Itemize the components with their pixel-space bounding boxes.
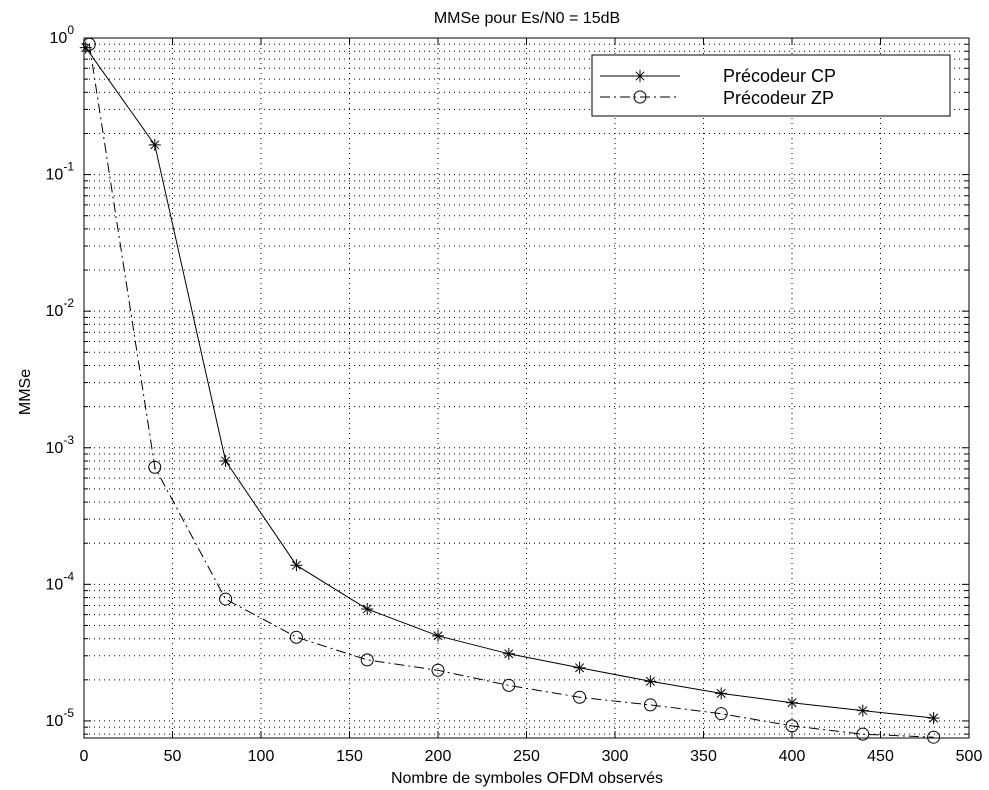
chart-title: MMSe pour Es/N0 = 15dB: [434, 10, 620, 27]
data-point-circle: [573, 690, 587, 704]
data-point-star-stroke: [291, 560, 301, 570]
y-axis-label: MMSe: [17, 369, 34, 415]
data-point-star-stroke: [858, 706, 868, 716]
legend-star-icon-stroke: [635, 71, 645, 81]
data-point-star-stroke: [221, 456, 231, 466]
data-point-star-stroke: [787, 698, 797, 708]
legend-circle-icon: [633, 90, 647, 104]
data-point-star: [361, 602, 374, 615]
series-zp: [82, 37, 941, 744]
y-tick-label: 10-2: [46, 296, 75, 320]
data-point-circle: [431, 663, 445, 677]
x-tick-label: 100: [248, 748, 275, 765]
data-point-star: [644, 675, 657, 688]
data-point-star: [432, 629, 444, 642]
data-point-star: [219, 454, 232, 467]
data-point-star: [715, 687, 728, 700]
legend-label-zp: Précodeur ZP: [723, 88, 834, 108]
x-tick-label: 450: [867, 748, 894, 765]
data-point-star: [290, 559, 303, 572]
y-tick-label: 10-5: [46, 706, 75, 730]
x-tick-label: 350: [690, 748, 717, 765]
y-tick-label: 10-3: [46, 433, 75, 457]
data-point-circle: [289, 630, 303, 644]
data-point-circle: [714, 707, 728, 721]
x-tick-label: 400: [779, 748, 806, 765]
data-point-star: [856, 704, 869, 717]
data-point-star-stroke: [362, 604, 372, 614]
data-point-circle: [148, 460, 162, 474]
x-axis-label: Nombre de symboles OFDM observés: [391, 770, 663, 787]
data-point-circle: [643, 698, 657, 712]
y-tick-label: 10-4: [46, 569, 75, 593]
legend: Précodeur CP Précodeur ZP: [591, 54, 951, 117]
x-tick-label: 250: [513, 748, 540, 765]
data-point-circle: [360, 653, 374, 667]
data-point-star: [148, 138, 161, 151]
x-tick-label: 150: [336, 748, 363, 765]
x-tick-label: 200: [425, 748, 452, 765]
y-tick-label: 100: [50, 23, 75, 47]
legend-label-cp: Précodeur CP: [723, 66, 836, 86]
data-point-star-stroke: [645, 676, 655, 686]
data-point-star-stroke: [81, 43, 91, 53]
axis-ticks: 0 50 100 150 200 250 300 350 400 450 500 100 10-1 10-…: [46, 23, 983, 765]
y-tick-label: 10-1: [46, 160, 75, 184]
data-point-star: [786, 696, 798, 709]
series-line: [88, 44, 934, 738]
legend-star-icon: [634, 70, 646, 82]
grid-lines: [84, 38, 969, 738]
data-point-star: [502, 647, 515, 660]
data-point-star-stroke: [575, 663, 585, 673]
legend-marker-cp: [634, 70, 646, 82]
data-point-star-stroke: [433, 631, 443, 641]
data-point-star: [927, 712, 940, 725]
data-point-star-stroke: [150, 140, 160, 150]
data-point-circle: [927, 730, 941, 744]
legend-marker-zp: [633, 90, 647, 104]
x-tick-label: 300: [602, 748, 629, 765]
data-point-star-stroke: [716, 688, 726, 698]
x-tick-label: 0: [80, 748, 89, 765]
x-tick-label: 50: [164, 748, 182, 765]
data-point-star-stroke: [504, 649, 514, 659]
legend-box: [591, 54, 951, 117]
data-point-star-stroke: [929, 713, 939, 723]
data-point-circle: [219, 592, 233, 606]
x-tick-label: 500: [956, 748, 983, 765]
data-point-circle: [856, 727, 870, 741]
series-layer: [79, 37, 941, 744]
series-cp: [79, 41, 940, 725]
data-point-circle: [502, 678, 516, 692]
data-point-star: [573, 661, 586, 674]
